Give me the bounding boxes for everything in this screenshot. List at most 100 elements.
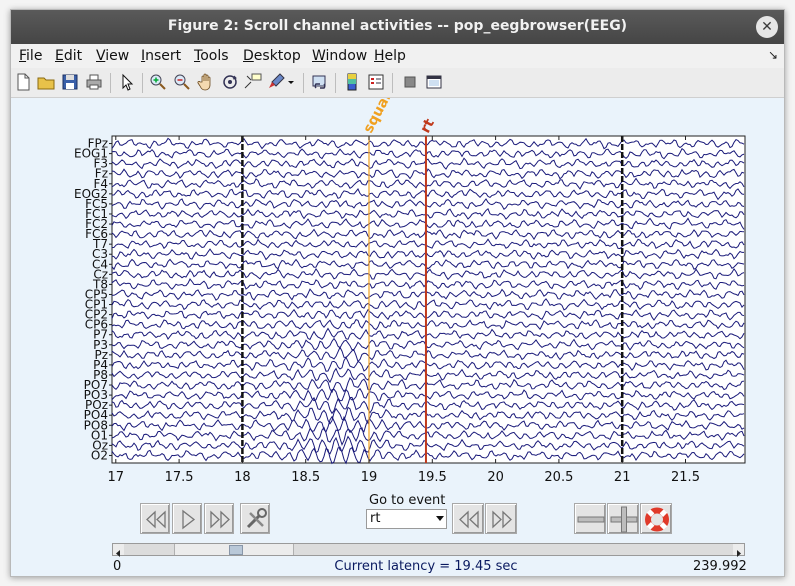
eeg-trace [111, 177, 745, 190]
channel-label: Fz [95, 167, 108, 181]
eeg-trace [111, 207, 745, 220]
x-tick-label: 20.5 [544, 470, 573, 485]
x-tick-label: 21 [614, 470, 631, 485]
eeg-trace [111, 217, 745, 230]
channel-label: CP1 [85, 298, 108, 312]
menu-window[interactable]: Window [312, 48, 368, 64]
eeg-trace [111, 137, 745, 150]
menu-insert[interactable]: Insert [141, 48, 182, 64]
channel-label: C3 [92, 247, 108, 261]
menu-desktop[interactable]: Desktop [243, 48, 301, 64]
show-plot-tools-icon[interactable] [424, 72, 444, 92]
channel-label: FC5 [85, 197, 108, 211]
save-icon[interactable] [60, 72, 80, 92]
eeg-trace [111, 238, 745, 250]
rotate-3d-icon[interactable] [220, 72, 240, 92]
menu-edit[interactable]: Edit [55, 48, 83, 64]
x-tick-label: 21.5 [671, 470, 700, 485]
pointer-icon[interactable] [117, 72, 137, 92]
eeg-trace [111, 198, 745, 211]
channel-label: PO8 [84, 418, 108, 432]
channel-label: Cz [93, 267, 108, 281]
eeg-trace [111, 396, 745, 415]
channel-label: F3 [93, 157, 108, 171]
channel-label: P7 [93, 328, 108, 342]
eeg-trace [111, 308, 745, 321]
eeg-trace [111, 157, 745, 170]
brush-dropdown-icon[interactable] [286, 72, 296, 92]
eeg-trace [111, 435, 745, 455]
figure-window: Figure 2: Scroll channel activities -- p… [10, 9, 785, 577]
eeg-trace [111, 327, 745, 341]
eeg-plot[interactable]: FPzEOG1F3FzF4EOG2FC5FC1FC2FC6T7C3C4CzT8C… [11, 98, 784, 538]
scroll-forward-window-button[interactable] [204, 503, 234, 534]
eeg-trace [111, 337, 745, 351]
channel-label: P4 [93, 358, 108, 372]
menu-tools[interactable]: Tools [194, 48, 229, 64]
scroll-min-label: 0 [113, 559, 122, 574]
increase-scale-button[interactable] [607, 503, 639, 534]
new-file-icon[interactable] [13, 72, 33, 92]
decrease-scale-button[interactable] [574, 503, 606, 534]
window-title: Figure 2: Scroll channel activities -- p… [167, 18, 628, 34]
channel-label: PO7 [84, 378, 108, 392]
menu-help[interactable]: Help [374, 48, 406, 64]
pan-hand-icon[interactable] [196, 72, 216, 92]
zoom-out-icon[interactable] [172, 72, 192, 92]
legend-icon[interactable] [366, 72, 386, 92]
scroll-left-arrow-icon[interactable] [113, 544, 124, 557]
eeg-trace [111, 288, 745, 301]
channel-label: CP5 [85, 287, 108, 301]
x-tick-label: 19 [361, 470, 378, 485]
eeg-trace [111, 168, 745, 180]
scroll-right-arrow-icon[interactable] [733, 544, 744, 557]
brush-icon[interactable] [266, 72, 286, 92]
grip-icon [229, 545, 243, 555]
x-tick-label: 18 [234, 470, 251, 485]
goto-event-label: Go to event [369, 493, 446, 508]
link-plot-icon[interactable] [310, 72, 330, 92]
time-scrollbar[interactable] [112, 543, 745, 557]
eeg-trace [111, 426, 745, 447]
next-event-button[interactable] [485, 503, 517, 534]
channel-label: T8 [92, 277, 108, 291]
scrollbar-thumb[interactable] [174, 544, 294, 555]
menu-view[interactable]: View [96, 48, 130, 64]
x-tick-label: 19.5 [418, 470, 447, 485]
help-lifebuoy-button[interactable] [640, 503, 672, 534]
scroll-max-label: 239.992 [693, 559, 747, 574]
channel-label: CP2 [85, 308, 108, 322]
scroll-back-window-button[interactable] [140, 503, 170, 534]
eeg-trace [111, 258, 745, 271]
menu-file[interactable]: File [19, 48, 43, 64]
settings-tools-button[interactable] [240, 503, 270, 534]
colorbar-icon[interactable] [342, 72, 362, 92]
x-tick-label: 20 [487, 470, 504, 485]
event-marker-label: squar [360, 98, 395, 136]
channel-label: C4 [92, 257, 108, 271]
eeg-trace [111, 278, 745, 291]
menu-dock-arrow-icon[interactable]: ↘ [767, 48, 778, 62]
channel-label: PO3 [84, 388, 108, 402]
event-select[interactable]: rt [366, 509, 447, 529]
previous-event-button[interactable] [452, 503, 484, 534]
eeg-trace [111, 267, 745, 281]
channel-label: POz [85, 398, 108, 412]
close-button[interactable]: ✕ [756, 16, 778, 38]
scroll-play-button[interactable] [172, 503, 202, 534]
eeg-trace [111, 318, 745, 331]
open-folder-icon[interactable] [36, 72, 56, 92]
x-tick-label: 17.5 [165, 470, 194, 485]
channel-label: Pz [94, 348, 108, 362]
x-tick-label: 18.5 [291, 470, 320, 485]
x-tick-label: 17 [108, 470, 125, 485]
channel-label: F4 [93, 177, 108, 191]
channel-label: P3 [93, 338, 108, 352]
print-icon[interactable] [84, 72, 104, 92]
zoom-in-icon[interactable] [148, 72, 168, 92]
data-cursor-icon[interactable] [243, 72, 263, 92]
eeg-trace [111, 147, 745, 160]
channel-label: FC2 [85, 217, 108, 231]
hide-plot-tools-icon[interactable] [400, 72, 420, 92]
channel-label: P8 [93, 368, 108, 382]
